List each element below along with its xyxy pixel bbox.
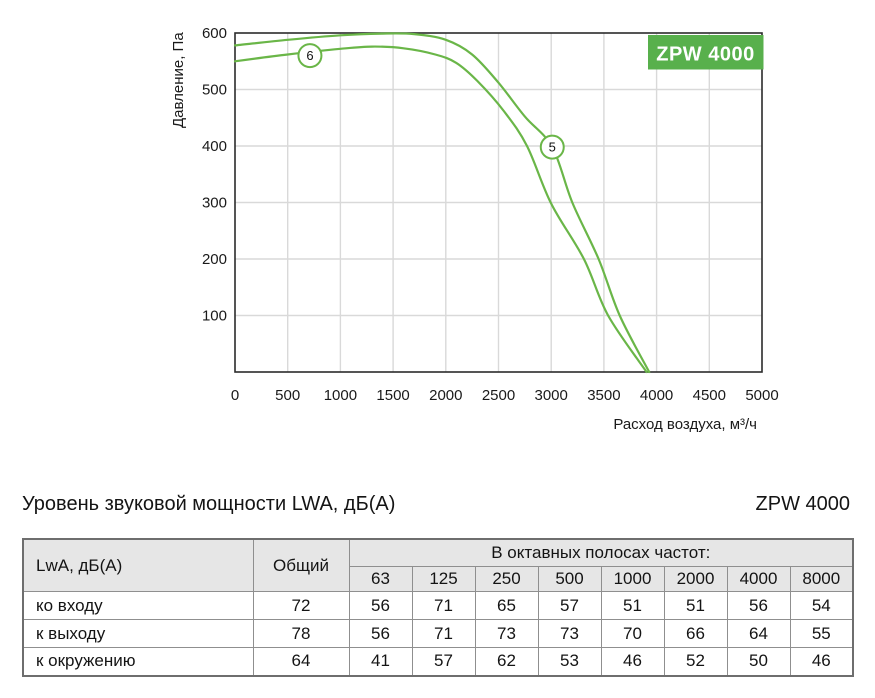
cell-value: 62 [474,647,539,676]
y-tick-label: 500 [202,82,227,99]
freq-header-4000: 4000 [726,566,791,592]
cell-value: 57 [537,591,602,620]
total-value: 72 [252,591,350,620]
cell-value: 41 [348,647,413,676]
cell-value: 51 [663,591,728,620]
table-octave-header: В октавных полосах частот: [348,538,854,567]
x-axis-title: Расход воздуха, м³/ч [613,416,757,433]
cell-value: 56 [348,591,413,620]
fan-curve-5 [233,32,651,374]
cell-value: 56 [726,591,791,620]
x-tick-label: 2500 [482,387,515,404]
row-label: к окружению [22,647,254,676]
x-tick-label: 1500 [376,387,409,404]
section-model-label: ZPW 4000 [755,493,850,515]
table-header-row-2: 63 125 250 500 1000 2000 4000 8000 [23,566,854,592]
total-value: 78 [252,619,350,648]
table-corner-cell: LwA, дБ(А) [22,538,254,592]
x-tick-label: 1000 [324,387,357,404]
cell-value: 57 [411,647,476,676]
cell-value: 71 [411,591,476,620]
total-value: 64 [252,647,350,676]
freq-header-500: 500 [537,566,602,592]
axis-tick-labels: 0 500 1000 1500 2000 2500 3000 3500 4000 4500 5000… [202,25,779,404]
x-tick-label: 3500 [587,387,620,404]
table-row-surroundings: к окружению 64 41 57 62 53 46 52 50 46 [22,647,854,676]
y-tick-label: 300 [202,195,227,212]
sound-power-table: LwA, дБ(А) Общий В октавных полосах част… [22,538,855,677]
y-tick-label: 200 [202,251,227,268]
row-label: ко входу [22,591,254,620]
chart-curves [233,32,651,374]
section-header: Уровень звуковой мощности LWA, дБ(А) ZPW… [22,493,850,516]
cell-value: 65 [474,591,539,620]
curve-marker-label-6: 6 [306,48,313,63]
table-total-header: Общий [252,538,350,592]
chart-svg: 56 0 500 1000 1500 2000 2500 3000 3500 4000 4500 5… [170,25,779,433]
cell-value: 56 [348,619,413,648]
row-label: к выходу [22,619,254,648]
cell-value: 66 [663,619,728,648]
plot-frame [234,32,763,373]
x-tick-label: 4000 [640,387,673,404]
model-badge-bg [648,35,764,70]
y-axis-title: Давление, Па [170,32,187,128]
cell-value: 55 [789,619,854,648]
freq-header-250: 250 [474,566,539,592]
cell-value: 71 [411,619,476,648]
curve-marker-5 [539,134,565,160]
y-tick-label: 400 [202,138,227,155]
x-tick-label: 2000 [429,387,462,404]
cell-value: 46 [600,647,665,676]
table-row-outlet: к выходу 78 56 71 73 73 70 66 64 55 [22,619,854,648]
section-title: Уровень звуковой мощности LWA, дБ(А) [22,493,396,515]
x-tick-label: 3000 [535,387,568,404]
cell-value: 64 [726,619,791,648]
model-badge: ZPW 4000 [648,35,764,70]
freq-header-2000: 2000 [663,566,728,592]
fan-curve-6 [233,45,648,374]
x-tick-label: 500 [275,387,300,404]
x-tick-label: 0 [231,387,239,404]
freq-header-1000: 1000 [600,566,665,592]
cell-value: 46 [789,647,854,676]
curve-marker-6 [297,43,323,69]
y-tick-label: 600 [202,25,227,42]
cell-value: 50 [726,647,791,676]
freq-header-125: 125 [411,566,476,592]
x-tick-label: 5000 [745,387,778,404]
y-tick-label: 100 [202,308,227,325]
cell-value: 73 [537,619,602,648]
model-badge-label: ZPW 4000 [656,44,754,66]
curve-marker-label-5: 5 [549,140,556,155]
cell-value: 70 [600,619,665,648]
cell-value: 73 [474,619,539,648]
freq-header-63: 63 [348,566,413,592]
cell-value: 52 [663,647,728,676]
cell-value: 54 [789,591,854,620]
table-header-row-1: LwA, дБ(А) Общий В октавных полосах част… [22,538,854,592]
x-tick-label: 4500 [693,387,726,404]
freq-header-8000: 8000 [789,566,854,592]
table-row-inlet: ко входу 72 56 71 65 57 51 51 56 54 [22,591,854,620]
cell-value: 53 [537,647,602,676]
curve-markers: 56 [297,43,565,160]
cell-value: 51 [600,591,665,620]
